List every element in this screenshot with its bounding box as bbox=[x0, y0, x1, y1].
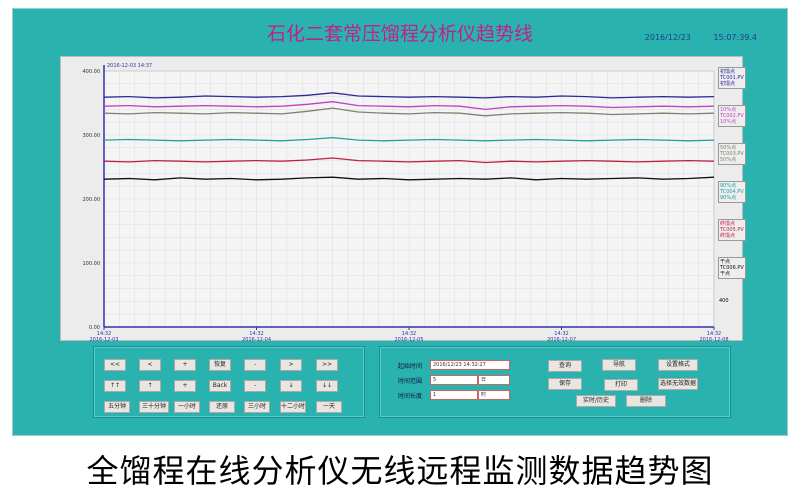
range-unit-select[interactable]: 日 bbox=[478, 375, 510, 385]
legend-footer: 400 bbox=[718, 297, 730, 305]
navigation-panel: << < + 恢复 - > >> ↑↑ ↑ + Back - ↓ ↓↓ 五分钟 三十分钟 一小时 还原 三小时 十二小… bbox=[93, 346, 365, 418]
legend-text: 50%点 bbox=[720, 145, 737, 151]
length-input[interactable]: 1 bbox=[430, 390, 478, 400]
legend-item: 干点 TC006.PV 干点 bbox=[718, 257, 746, 279]
nav-button[interactable]: 恢复 bbox=[209, 359, 231, 371]
nav-button[interactable]: ↑ bbox=[139, 380, 161, 392]
nav-button[interactable]: + bbox=[174, 380, 196, 392]
legend-text: 90%点 bbox=[720, 195, 737, 201]
y-tick-label: 100.00 bbox=[83, 261, 101, 267]
series-line-6 bbox=[103, 176, 715, 181]
y-tick-label: 0.00 bbox=[89, 325, 100, 331]
legend-text: 干点 bbox=[720, 259, 731, 265]
nav-button[interactable]: - bbox=[244, 380, 266, 392]
datetime: 2016/12/23 15:07:39.4 bbox=[645, 33, 757, 42]
legend-text: 90%点 bbox=[720, 183, 737, 189]
legend-text: 干点 bbox=[720, 271, 731, 277]
query-button[interactable]: 保存 bbox=[548, 378, 582, 390]
window-title: 石化二套常压馏程分析仪趋势线 bbox=[266, 23, 533, 45]
nav-button[interactable]: >> bbox=[316, 359, 338, 371]
legend-item: 50%点 TC003.PV 50%点 bbox=[718, 143, 746, 165]
caption: 全馏程在线分析仪无线远程监测数据趋势图 bbox=[86, 452, 714, 490]
range-input[interactable]: 5 bbox=[430, 375, 478, 385]
range-label: 时间范围 bbox=[398, 378, 423, 385]
x-tick-time: 14:32 bbox=[707, 331, 721, 337]
legend-text: TC005.PV bbox=[720, 227, 744, 233]
x-tick-date: 2016-12-08 bbox=[699, 337, 728, 342]
series-line-5 bbox=[103, 157, 715, 164]
x-tick-date: 2016-12-07 bbox=[547, 337, 576, 342]
start-time-label: 起始时间 bbox=[398, 363, 423, 370]
time: 15:07:39.4 bbox=[713, 33, 757, 42]
y-tick-label: 300.00 bbox=[83, 133, 101, 139]
legend-item: 90%点 TC004.PV 90%点 bbox=[718, 181, 746, 203]
query-button[interactable]: 打印 bbox=[604, 379, 638, 391]
legend-text: 50%点 bbox=[720, 157, 737, 163]
x-tick-time: 14:32 bbox=[402, 331, 416, 337]
query-button[interactable]: 设置格式 bbox=[658, 359, 698, 371]
length-label: 时间长度 bbox=[398, 393, 423, 400]
legend-item: 终馏点 TC005.PV 终馏点 bbox=[718, 219, 746, 241]
nav-button[interactable]: 一天 bbox=[316, 401, 342, 413]
nav-button[interactable]: 还原 bbox=[209, 401, 235, 413]
legend-text: TC002.PV bbox=[720, 113, 744, 119]
nav-button[interactable]: < bbox=[139, 359, 161, 371]
nav-button[interactable]: 三十分钟 bbox=[139, 401, 169, 413]
chart-svg: 0.00100.00200.00300.00400.0014:322016-12… bbox=[83, 63, 729, 342]
legend-text: 终馏点 bbox=[720, 221, 736, 227]
legend-item: 10%点 TC002.PV 10%点 bbox=[718, 105, 746, 127]
legend-text: TC006.PV bbox=[720, 265, 744, 271]
query-button[interactable]: 选择无效数据 bbox=[658, 378, 698, 390]
query-button[interactable]: 删除 bbox=[626, 395, 666, 407]
legend-text: 初馏点 bbox=[720, 69, 736, 75]
legend-text: 10%点 bbox=[720, 119, 737, 125]
nav-button[interactable]: 十二小时 bbox=[280, 401, 306, 413]
nav-button[interactable]: 一小时 bbox=[174, 401, 200, 413]
nav-button[interactable]: Back bbox=[209, 380, 231, 392]
date: 2016/12/23 bbox=[644, 33, 691, 42]
x-tick-date: 2016-12-04 bbox=[242, 337, 271, 342]
trend-window: 石化二套常压馏程分析仪趋势线 2016/12/23 15:07:39.4 0.0… bbox=[12, 8, 788, 436]
query-button[interactable]: 实时/历史 bbox=[576, 395, 616, 407]
nav-button[interactable]: > bbox=[280, 359, 302, 371]
nav-button[interactable]: - bbox=[244, 359, 266, 371]
query-button[interactable]: 查询 bbox=[548, 360, 582, 372]
series-line-1 bbox=[103, 92, 715, 99]
legend-text: 10%点 bbox=[720, 107, 737, 113]
length-unit-select[interactable]: 时 bbox=[478, 390, 510, 400]
series-line-2 bbox=[103, 101, 715, 111]
y-tick-label: 400.00 bbox=[83, 69, 101, 75]
start-time-input[interactable]: 2016/12/23 14:32:27 bbox=[430, 360, 510, 370]
x-tick-date: 2016-12-03 bbox=[89, 337, 118, 342]
nav-button[interactable]: 五分钟 bbox=[104, 401, 130, 413]
legend-text: TC003.PV bbox=[720, 151, 744, 157]
x-tick-date: 2016-12-05 bbox=[394, 337, 423, 342]
nav-button[interactable]: + bbox=[174, 359, 196, 371]
legend-item: 初馏点 TC001.PV 初馏点 bbox=[718, 67, 746, 89]
nav-button[interactable]: << bbox=[104, 359, 126, 371]
nav-button[interactable]: ↑↑ bbox=[104, 380, 126, 392]
legend-text: 初馏点 bbox=[720, 81, 736, 87]
legend-text: TC004.PV bbox=[720, 189, 744, 195]
x-tick-time: 14:32 bbox=[97, 331, 111, 337]
query-button[interactable]: 导航 bbox=[602, 359, 636, 371]
trend-chart[interactable]: 0.00 100.00 200.00 300.00 400.00 14:32 2016-12… bbox=[60, 56, 746, 342]
x-tick-time: 14:32 bbox=[554, 331, 568, 337]
legend-text: 终馏点 bbox=[720, 233, 736, 239]
nav-button[interactable]: 三小时 bbox=[244, 401, 270, 413]
nav-button[interactable]: ↓ bbox=[280, 380, 302, 392]
x-tick-time: 14:32 bbox=[249, 331, 263, 337]
nav-button[interactable]: ↓↓ bbox=[316, 380, 338, 392]
legend-text: TC001.PV bbox=[720, 75, 744, 81]
cursor-time: 2016-12-03 14:37 bbox=[107, 63, 152, 69]
series-line-4 bbox=[103, 136, 715, 142]
y-tick-label: 200.00 bbox=[83, 197, 101, 203]
query-panel: 起始时间 2016/12/23 14:32:27 时间范围 5 日 时间长度 1… bbox=[379, 346, 731, 418]
series-line-3 bbox=[103, 107, 715, 117]
